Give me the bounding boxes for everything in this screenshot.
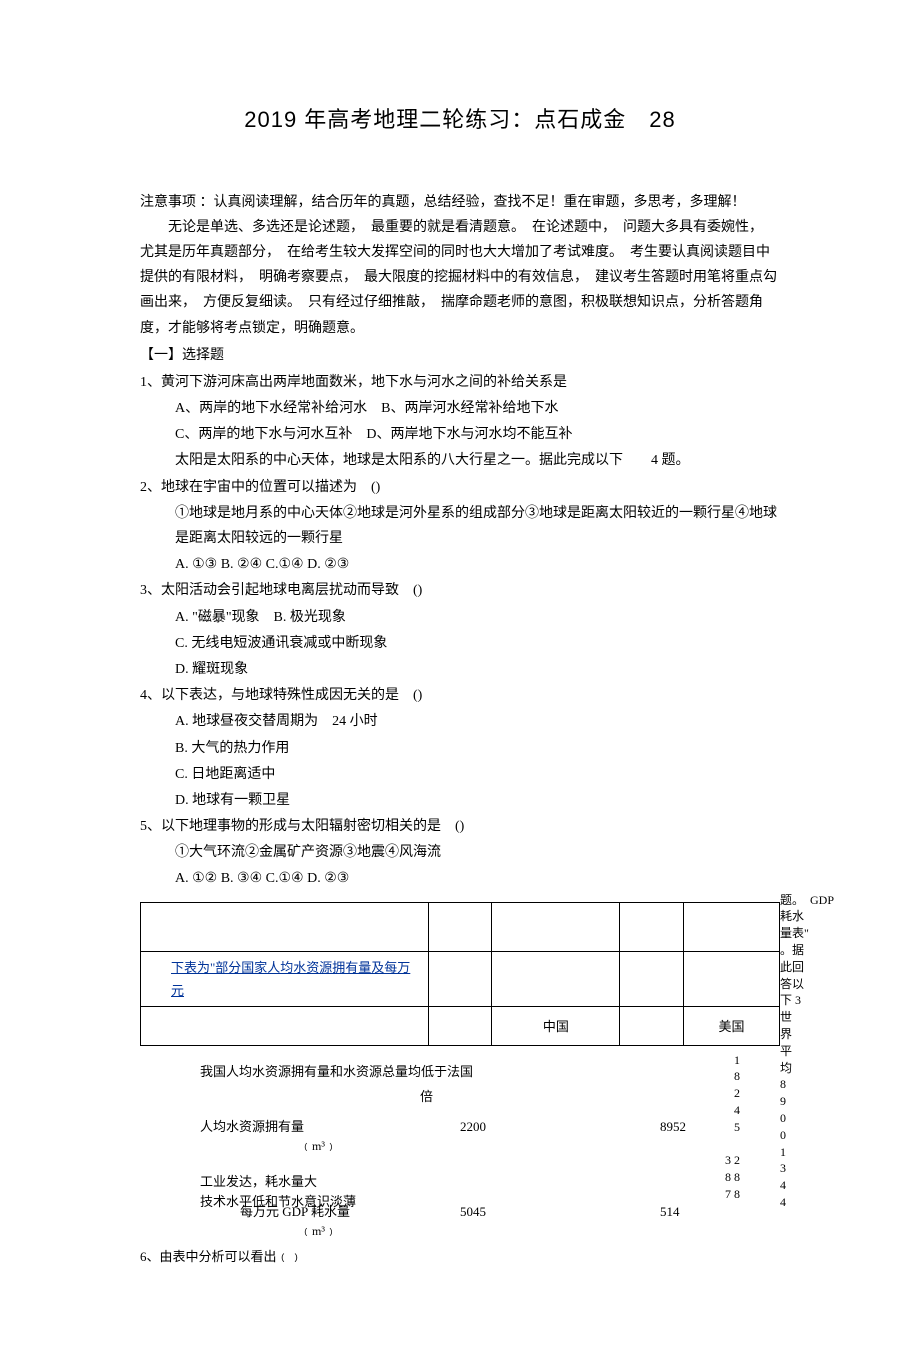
table-row xyxy=(141,902,780,951)
table-row: 下表为"部分国家人均水资源拥有量及每万元 xyxy=(141,951,780,1007)
col-china: 中国 xyxy=(492,1007,620,1046)
table-row: 中国 美国 xyxy=(141,1007,780,1046)
row1-label-text: 人均水资源拥有量 xyxy=(200,1119,304,1134)
row1-cn: 2200 xyxy=(460,1117,486,1138)
num-block: 1 8 2 4 5 3 2 8 8 7 8 xyxy=(700,1052,740,1203)
question-5-statements: ①大气环流②金属矿产资源③地震④风海流 xyxy=(140,840,780,865)
question-5-options: A. ①② B. ③④ C.①④ D. ②③ xyxy=(140,866,780,891)
intro-paragraph-2: 无论是单选、多选还是论述题， 最重要的就是看清题意。 在论述题中， 问题大多具有… xyxy=(140,215,780,341)
row1-label: 人均水资源拥有量 xyxy=(200,1117,304,1138)
question-4-option-a: A. 地球昼夜交替周期为 24 小时 xyxy=(140,709,780,734)
question-3-option-a: A. "磁暴"现象 B. 极光现象 xyxy=(140,605,780,630)
question-4-option-d: D. 地球有一颗卫星 xyxy=(140,788,780,813)
question-2-options: A. ①③ B. ②④ C.①④ D. ②③ xyxy=(140,552,780,577)
question-3-option-d: D. 耀斑现象 xyxy=(140,657,780,682)
row1-unit: ﹙m³﹚ xyxy=(300,1137,337,1156)
table-region: 题。 GDP 耗水 量表" 。据 此回 答以 下 3 世 界 平 均 8 9 0… xyxy=(140,902,780,1322)
overlap-text-1: 我国人均水资源拥有量和水资源总量均低于法国 xyxy=(200,1062,473,1083)
float-right-text: 题。 GDP 耗水 量表" 。据 此回 答以 下 3 世 界 平 均 8 9 0… xyxy=(780,892,840,1211)
question-1-option-cd: C、两岸的地下水与河水互补 D、两岸地下水与河水均不能互补 xyxy=(140,422,780,447)
overlap-text-3: 工业发达，耗水量大 xyxy=(200,1172,317,1193)
row1-us: 8952 xyxy=(660,1117,686,1138)
lead-text-2: 太阳是太阳系的中心天体，地球是太阳系的八大行星之一。据此完成以下 4 题。 xyxy=(140,448,780,473)
water-table: 下表为"部分国家人均水资源拥有量及每万元 中国 美国 xyxy=(140,902,780,1047)
question-3-option-c: C. 无线电短波通讯衰减或中断现象 xyxy=(140,631,780,656)
overlap-text-bei: 倍 xyxy=(420,1087,433,1108)
question-5: 5、以下地理事物的形成与太阳辐射密切相关的是 () xyxy=(140,814,780,839)
row2-unit: ﹙m³﹚ xyxy=(300,1222,337,1241)
question-6: 6、由表中分析可以看出﹙﹚ xyxy=(140,1247,303,1268)
page-title: 2019 年高考地理二轮练习：点石成金 28 xyxy=(140,100,780,140)
question-1-option-ab: A、两岸的地下水经常补给河水 B、两岸河水经常补给地下水 xyxy=(140,396,780,421)
question-2-statements: ①地球是地月系的中心天体②地球是河外星系的组成部分③地球是距离太阳较近的一颗行星… xyxy=(140,501,780,551)
table-lead-cell: 下表为"部分国家人均水资源拥有量及每万元 xyxy=(141,951,429,1007)
question-3: 3、太阳活动会引起地球电离层扰动而导致 () xyxy=(140,578,780,603)
question-1: 1、黄河下游河床高出两岸地面数米，地下水与河水之间的补给关系是 xyxy=(140,370,780,395)
row2-cn: 5045 xyxy=(460,1202,486,1223)
row2-us: 514 xyxy=(660,1202,680,1223)
intro-paragraph-1: 注意事项 ：认真阅读理解，结合历年的真题，总结经验，查找不足！重在审题，多思考，… xyxy=(140,190,780,215)
row2-label: 每万元 GDP 耗水量 xyxy=(240,1202,350,1223)
col-us: 美国 xyxy=(684,1007,780,1046)
question-2: 2、地球在宇宙中的位置可以描述为 () xyxy=(140,475,780,500)
question-4-option-b: B. 大气的热力作用 xyxy=(140,736,780,761)
question-4-option-c: C. 日地距离适中 xyxy=(140,762,780,787)
question-4: 4、以下表达，与地球特殊性成因无关的是 () xyxy=(140,683,780,708)
section-heading: 【一】选择题 xyxy=(140,343,780,368)
